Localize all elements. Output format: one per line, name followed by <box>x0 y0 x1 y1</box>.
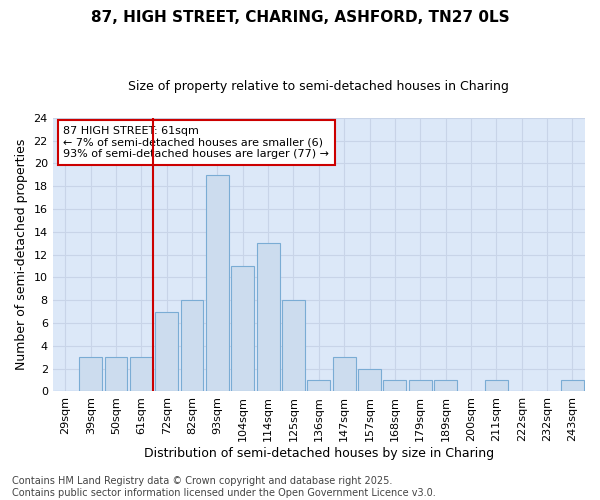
Bar <box>232 266 254 392</box>
Bar <box>358 368 381 392</box>
Bar <box>561 380 584 392</box>
Bar <box>434 380 457 392</box>
Text: Contains HM Land Registry data © Crown copyright and database right 2025.
Contai: Contains HM Land Registry data © Crown c… <box>12 476 436 498</box>
Text: 87 HIGH STREET: 61sqm
← 7% of semi-detached houses are smaller (6)
93% of semi-d: 87 HIGH STREET: 61sqm ← 7% of semi-detac… <box>64 126 329 159</box>
Y-axis label: Number of semi-detached properties: Number of semi-detached properties <box>15 139 28 370</box>
Bar <box>383 380 406 392</box>
Bar <box>206 175 229 392</box>
Bar <box>79 357 102 392</box>
Bar <box>130 357 153 392</box>
Title: Size of property relative to semi-detached houses in Charing: Size of property relative to semi-detach… <box>128 80 509 93</box>
Bar <box>307 380 330 392</box>
Bar <box>282 300 305 392</box>
Text: 87, HIGH STREET, CHARING, ASHFORD, TN27 0LS: 87, HIGH STREET, CHARING, ASHFORD, TN27 … <box>91 10 509 25</box>
Bar <box>155 312 178 392</box>
Bar <box>104 357 127 392</box>
Bar <box>257 243 280 392</box>
Bar <box>333 357 356 392</box>
Bar <box>409 380 431 392</box>
Bar <box>181 300 203 392</box>
X-axis label: Distribution of semi-detached houses by size in Charing: Distribution of semi-detached houses by … <box>144 447 494 460</box>
Bar <box>485 380 508 392</box>
